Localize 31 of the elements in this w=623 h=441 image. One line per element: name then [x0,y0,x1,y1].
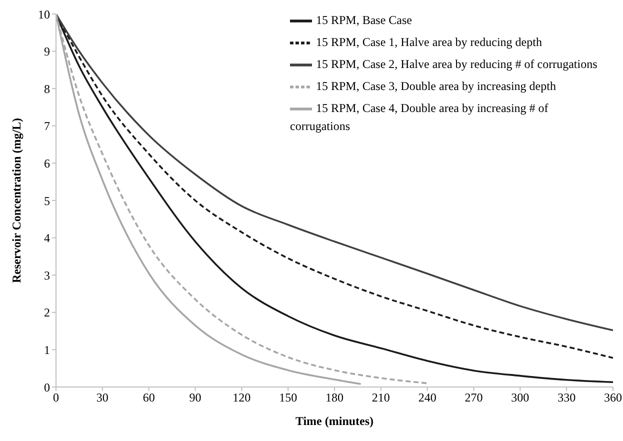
y-tick-label: 1 [44,342,50,357]
legend-label: 15 RPM, Case 2, Halve area by reducing # of corrugations [316,56,598,71]
legend-label: 15 RPM, Case 4, Double area by increasing # of corrugations [290,100,548,133]
y-tick-label: 6 [44,156,50,170]
x-tick-label: 240 [418,390,436,405]
x-tick-label: 60 [142,390,155,405]
y-tick-label: 3 [44,268,50,282]
x-tick-label: 150 [279,390,298,405]
y-tick-label: 5 [44,194,50,208]
legend-label: 15 RPM, Base Case [316,12,412,27]
y-tick-label: 0 [44,380,50,394]
x-tick-label: 210 [372,390,390,405]
legend-label: 15 RPM, Case 1, Halve area by reducing depth [316,34,542,49]
y-tick-label: 7 [44,119,50,134]
y-axis-title: Reservoir Concentration (mg/L) [9,118,24,284]
x-tick-label: 330 [558,390,576,405]
y-tick-label: 8 [44,82,50,96]
x-tick-label: 120 [232,390,251,405]
x-tick-label: 0 [53,390,59,405]
legend-label: 15 RPM, Case 3, Double area by increasing depth [316,78,556,93]
x-tick-label: 300 [511,390,530,405]
x-tick-label: 360 [604,390,622,405]
y-tick-label: 10 [38,7,50,22]
x-axis-title: Time (minutes) [295,414,374,428]
x-tick-label: 30 [96,390,108,405]
y-tick-label: 2 [44,306,50,320]
x-tick-label: 270 [464,390,483,405]
y-tick-label: 9 [44,44,50,59]
x-tick-label: 90 [189,390,202,405]
y-tick-label: 4 [44,231,50,246]
x-tick-label: 180 [326,390,344,405]
